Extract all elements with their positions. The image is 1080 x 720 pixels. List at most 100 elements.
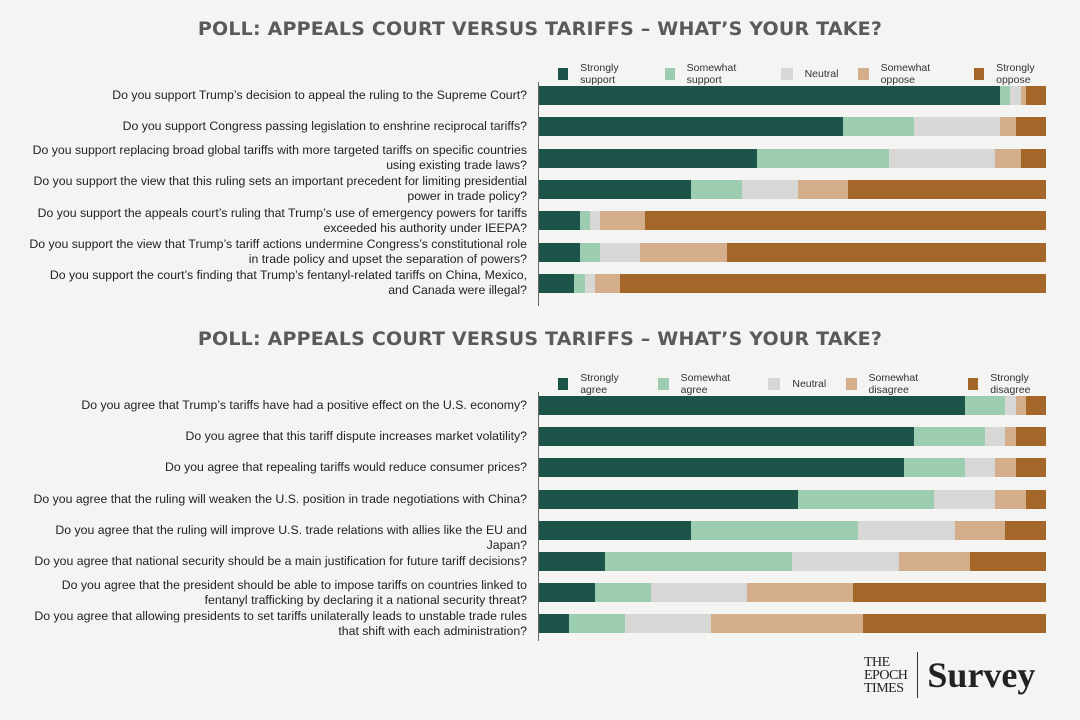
bar-segment-neutral xyxy=(650,583,747,603)
category-label: Do you agree that allowing presidents to… xyxy=(34,608,527,638)
stacked-bar xyxy=(539,458,1046,478)
bar-segment-somewhat-disagree xyxy=(995,489,1026,509)
bar-segment-strongly-oppose xyxy=(620,273,1046,293)
bar-segment-strongly-oppose xyxy=(848,179,1046,199)
bar-segment-neutral xyxy=(584,273,595,293)
bar-segment-strongly-support xyxy=(539,179,692,199)
bar-segment-somewhat-oppose xyxy=(599,211,646,231)
logo-divider xyxy=(917,652,919,698)
bar-segment-strongly-disagree xyxy=(853,583,1046,603)
bar-segment-somewhat-support xyxy=(1000,86,1011,105)
bar-segment-somewhat-disagree xyxy=(898,552,970,571)
bar-segment-somewhat-oppose xyxy=(640,242,727,262)
bar-segment-neutral xyxy=(741,179,798,199)
bar-segment-strongly-support xyxy=(539,273,575,293)
legend-label: Strongly support xyxy=(580,62,619,86)
category-label: Do you support the view that Trump’s tar… xyxy=(29,237,527,266)
category-label: Do you agree that the ruling will weaken… xyxy=(33,491,527,506)
bar-segment-neutral xyxy=(599,242,641,262)
bar-segment-strongly-disagree xyxy=(969,552,1046,571)
survey-wordmark: Survey xyxy=(927,655,1036,695)
stacked-bar xyxy=(539,179,1046,199)
bar-segment-strongly-disagree xyxy=(1015,458,1046,478)
epoch-times-survey-logo: THE EPOCH TIMES Survey xyxy=(864,652,1035,698)
bar-segment-somewhat-agree xyxy=(594,583,651,603)
legend-label: Strongly agree xyxy=(580,372,619,396)
legend: Strongly agree Somewhat agree Neutral Somew… xyxy=(558,372,1080,396)
legend-item: Somewhat support xyxy=(664,62,761,86)
bar-segment-somewhat-agree xyxy=(964,396,1006,415)
bar-segment-strongly-agree xyxy=(539,396,965,415)
bar-segment-somewhat-disagree xyxy=(711,614,864,634)
bar-segment-strongly-support xyxy=(539,211,580,231)
bar-segment-somewhat-oppose xyxy=(1020,86,1026,105)
legend-item: Neutral xyxy=(780,68,838,80)
bar-segment-neutral xyxy=(964,458,996,478)
bar-segment-somewhat-oppose xyxy=(594,273,621,293)
bar-segment-somewhat-disagree xyxy=(1015,396,1026,415)
legend-item: Strongly disagree xyxy=(967,372,1060,396)
bar-segment-somewhat-disagree xyxy=(954,520,1006,540)
bar-segment-strongly-agree xyxy=(539,583,595,603)
category-label: Do you support the court’s finding that … xyxy=(49,268,527,298)
category-label: Do you agree that this tariff dispute in… xyxy=(185,429,527,444)
legend-swatch xyxy=(967,378,979,390)
bar-segment-somewhat-disagree xyxy=(995,458,1016,478)
bar-segment-strongly-agree xyxy=(539,614,570,634)
bar-segment-strongly-disagree xyxy=(863,614,1046,634)
bar-segment-somewhat-agree xyxy=(904,458,965,478)
bar-segment-somewhat-support xyxy=(843,117,915,137)
legend-item: Neutral xyxy=(768,378,826,390)
stacked-bar xyxy=(539,211,1046,231)
stacked-bar xyxy=(539,86,1046,105)
legend-swatch xyxy=(780,68,793,80)
legend-label: Somewhat disagree xyxy=(868,372,919,396)
legend-swatch xyxy=(974,68,985,80)
stacked-bar xyxy=(539,396,1046,415)
stacked-bar xyxy=(539,614,1046,634)
legend-label: Somewhat agree xyxy=(680,372,731,396)
category-label: Do you agree that repealing tariffs woul… xyxy=(164,460,527,475)
bar-segment-somewhat-support xyxy=(574,273,585,293)
bar-segment-somewhat-oppose xyxy=(1000,117,1016,137)
bar-segment-strongly-support xyxy=(539,117,844,137)
legend-label: Somewhat support xyxy=(686,62,737,86)
category-label: Do you support replacing broad global ta… xyxy=(32,143,527,173)
legend-item: Strongly agree xyxy=(558,372,638,396)
stacked-bar xyxy=(539,583,1046,603)
legend-label: Strongly disagree xyxy=(990,372,1031,396)
y-axis-line xyxy=(538,392,539,641)
bar-segment-strongly-support xyxy=(539,86,1001,105)
bar-segment-somewhat-support xyxy=(579,242,600,262)
chart-title: POLL: APPEALS COURT VERSUS TARIFFS – WHA… xyxy=(197,328,883,350)
bar-segment-somewhat-agree xyxy=(569,614,626,634)
category-label: Do you support Trump’s decision to appea… xyxy=(112,88,527,102)
bar-segment-strongly-agree xyxy=(539,427,915,447)
legend: Strongly support Somewhat support Neutral S… xyxy=(558,62,1080,86)
publisher-logo: THE EPOCH TIMES xyxy=(864,654,908,696)
stacked-bar xyxy=(539,273,1046,293)
legend-label: Strongly oppose xyxy=(996,62,1035,86)
legend-item: Somewhat oppose xyxy=(858,62,954,86)
bar-segment-neutral xyxy=(625,614,712,634)
bar-segment-strongly-agree xyxy=(539,489,798,509)
bar-segment-strongly-oppose xyxy=(1020,148,1046,168)
bar-segment-strongly-oppose xyxy=(645,211,1046,231)
bar-segment-strongly-oppose xyxy=(726,242,1046,262)
stacked-bar xyxy=(539,242,1046,262)
bar-segment-strongly-disagree xyxy=(1015,427,1046,447)
y-axis-line xyxy=(538,82,539,306)
category-label: Do you agree that the president should b… xyxy=(61,577,527,607)
legend-swatch xyxy=(768,378,781,390)
legend-swatch xyxy=(558,68,569,80)
stacked-bar xyxy=(539,427,1046,447)
legend-item: Somewhat agree xyxy=(658,372,748,396)
legend-swatch xyxy=(658,378,669,390)
bar-segment-strongly-oppose xyxy=(1015,117,1046,137)
category-label: Do you support Congress passing legislat… xyxy=(122,119,527,134)
stacked-bar xyxy=(539,117,1046,137)
bar-segment-somewhat-support xyxy=(757,148,889,168)
legend-item: Somewhat disagree xyxy=(846,372,948,396)
bar-segment-somewhat-disagree xyxy=(1005,427,1016,447)
legend-item: Strongly oppose xyxy=(974,62,1060,86)
